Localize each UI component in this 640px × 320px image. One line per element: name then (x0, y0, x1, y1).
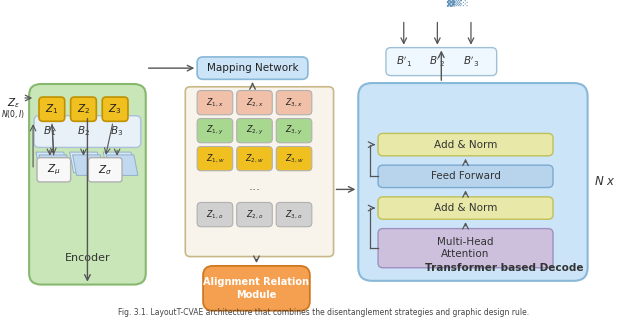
FancyBboxPatch shape (29, 84, 146, 284)
FancyBboxPatch shape (197, 118, 233, 143)
FancyBboxPatch shape (237, 147, 272, 171)
Text: Multi-Head
Attention: Multi-Head Attention (437, 237, 494, 259)
Text: $Z_\mu$: $Z_\mu$ (47, 163, 61, 177)
FancyBboxPatch shape (378, 165, 553, 188)
Text: $B'_2$: $B'_2$ (429, 54, 445, 69)
Text: Encoder: Encoder (65, 253, 110, 263)
FancyBboxPatch shape (237, 91, 272, 115)
Polygon shape (413, 0, 489, 16)
Polygon shape (72, 155, 104, 175)
FancyBboxPatch shape (34, 116, 141, 148)
Polygon shape (410, 0, 485, 20)
FancyBboxPatch shape (378, 197, 553, 219)
FancyBboxPatch shape (276, 147, 312, 171)
FancyBboxPatch shape (276, 118, 312, 143)
FancyBboxPatch shape (378, 228, 553, 268)
Text: $Z_\varepsilon$: $Z_\varepsilon$ (7, 96, 20, 109)
FancyBboxPatch shape (197, 203, 233, 227)
FancyBboxPatch shape (358, 83, 588, 281)
Polygon shape (70, 152, 101, 172)
Text: Fig. 3.1. LayoutT-CVAE architecture that combines the disentanglement strategies: Fig. 3.1. LayoutT-CVAE architecture that… (118, 308, 529, 317)
Text: Feed Forward: Feed Forward (431, 171, 500, 181)
Text: $Z_{3,y}$: $Z_{3,y}$ (285, 124, 303, 137)
Text: Transformer based Decode: Transformer based Decode (425, 263, 584, 273)
Text: Mapping Network: Mapping Network (207, 63, 298, 73)
FancyBboxPatch shape (186, 87, 333, 257)
FancyBboxPatch shape (70, 97, 97, 121)
Text: $Z_2$: $Z_2$ (77, 102, 90, 116)
Text: Alignment Relation: Alignment Relation (204, 277, 310, 287)
Polygon shape (36, 152, 68, 172)
Text: ▓▒░: ▓▒░ (446, 0, 468, 7)
Text: $Z_{1,x}$: $Z_{1,x}$ (206, 97, 223, 109)
FancyBboxPatch shape (276, 91, 312, 115)
FancyBboxPatch shape (39, 97, 65, 121)
FancyBboxPatch shape (88, 158, 122, 182)
Text: $Z_\sigma$: $Z_\sigma$ (98, 163, 112, 177)
FancyBboxPatch shape (102, 97, 128, 121)
Text: $Z_{2,y}$: $Z_{2,y}$ (246, 124, 263, 137)
Text: $Z_3$: $Z_3$ (108, 102, 122, 116)
FancyBboxPatch shape (237, 118, 272, 143)
Text: $N(0, I)$: $N(0, I)$ (1, 108, 26, 120)
Text: $Z_{3,w}$: $Z_{3,w}$ (285, 153, 303, 165)
Text: $Z_1$: $Z_1$ (45, 102, 58, 116)
FancyBboxPatch shape (197, 57, 308, 79)
Text: $N$ $x$: $N$ $x$ (593, 175, 615, 188)
Text: $B_1$: $B_1$ (44, 125, 56, 139)
Text: $Z_{3,x}$: $Z_{3,x}$ (285, 97, 303, 109)
Text: ...: ... (248, 180, 260, 193)
Text: $Z_{1,y}$: $Z_{1,y}$ (206, 124, 224, 137)
FancyBboxPatch shape (276, 203, 312, 227)
Text: $Z_{1,o}$: $Z_{1,o}$ (206, 208, 223, 221)
Text: $B_3$: $B_3$ (111, 125, 124, 139)
Polygon shape (39, 155, 70, 175)
Text: $B'_1$: $B'_1$ (396, 54, 412, 69)
FancyBboxPatch shape (197, 91, 233, 115)
Text: $Z_{2,x}$: $Z_{2,x}$ (246, 97, 263, 109)
FancyBboxPatch shape (203, 266, 310, 311)
Polygon shape (412, 0, 487, 18)
Text: $Z_{3,o}$: $Z_{3,o}$ (285, 208, 303, 221)
Text: $B_2$: $B_2$ (77, 125, 90, 139)
Text: Module: Module (236, 290, 276, 300)
Text: $Z_{2,w}$: $Z_{2,w}$ (245, 153, 264, 165)
FancyBboxPatch shape (386, 48, 497, 76)
Text: $B'_3$: $B'_3$ (463, 54, 479, 69)
Text: $Z_{2,o}$: $Z_{2,o}$ (246, 208, 263, 221)
Text: $Z_{1,w}$: $Z_{1,w}$ (205, 153, 224, 165)
Polygon shape (106, 155, 138, 175)
Text: Add & Norm: Add & Norm (434, 203, 497, 213)
FancyBboxPatch shape (237, 203, 272, 227)
FancyBboxPatch shape (378, 133, 553, 156)
FancyBboxPatch shape (197, 147, 233, 171)
FancyBboxPatch shape (37, 158, 70, 182)
Polygon shape (103, 152, 135, 172)
Text: Add & Norm: Add & Norm (434, 140, 497, 150)
